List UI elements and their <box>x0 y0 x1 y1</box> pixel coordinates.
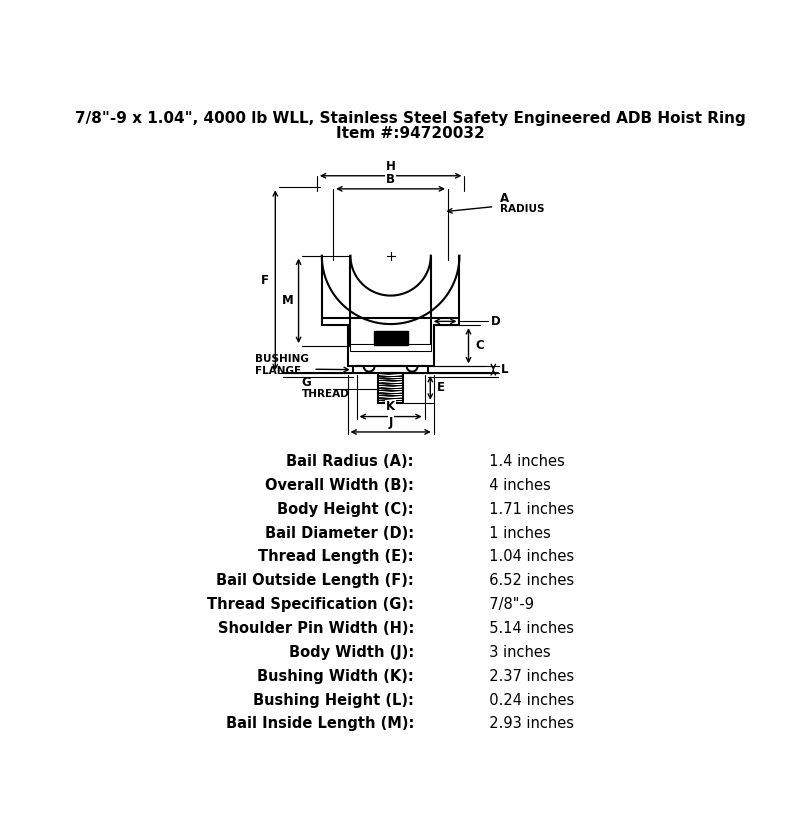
Text: FLANGE: FLANGE <box>255 366 301 376</box>
Text: J: J <box>389 416 393 429</box>
Text: F: F <box>261 273 269 287</box>
Text: 2.37 inches: 2.37 inches <box>480 669 574 684</box>
Text: K: K <box>386 401 395 414</box>
Text: Body Width (J):: Body Width (J): <box>289 645 414 660</box>
Text: 7/8"-9: 7/8"-9 <box>480 597 534 612</box>
Text: 4 inches: 4 inches <box>480 478 550 493</box>
Bar <box>350 345 430 351</box>
Text: G: G <box>302 376 311 389</box>
Text: M: M <box>282 294 294 307</box>
Text: Bail Radius (A):: Bail Radius (A): <box>286 454 414 469</box>
Text: THREAD: THREAD <box>302 389 350 399</box>
Text: Overall Width (B):: Overall Width (B): <box>265 478 414 493</box>
Text: 3 inches: 3 inches <box>480 645 550 660</box>
Text: 1.04 inches: 1.04 inches <box>480 549 574 564</box>
Text: Thread Length (E):: Thread Length (E): <box>258 549 414 564</box>
Text: 0.24 inches: 0.24 inches <box>480 692 574 708</box>
Text: E: E <box>437 381 445 395</box>
Text: Item #:94720032: Item #:94720032 <box>336 126 484 141</box>
Text: BUSHING: BUSHING <box>255 354 309 364</box>
Text: Bail Diameter (D):: Bail Diameter (D): <box>265 525 414 540</box>
Bar <box>374 332 408 345</box>
Text: C: C <box>475 339 484 352</box>
Text: Bushing Width (K):: Bushing Width (K): <box>257 669 414 684</box>
Text: 7/8"-9 x 1.04", 4000 lb WLL, Stainless Steel Safety Engineered ADB Hoist Ring: 7/8"-9 x 1.04", 4000 lb WLL, Stainless S… <box>74 111 746 125</box>
Text: D: D <box>490 315 500 328</box>
Text: 1.71 inches: 1.71 inches <box>480 502 574 517</box>
Text: 5.14 inches: 5.14 inches <box>480 621 574 636</box>
Text: B: B <box>386 173 395 186</box>
Text: Bail Inside Length (M):: Bail Inside Length (M): <box>226 716 414 731</box>
Text: 1.4 inches: 1.4 inches <box>480 454 565 469</box>
Text: Body Height (C):: Body Height (C): <box>278 502 414 517</box>
Text: Bail Outside Length (F):: Bail Outside Length (F): <box>216 573 414 588</box>
Text: 2.93 inches: 2.93 inches <box>480 716 574 731</box>
Text: Bushing Height (L):: Bushing Height (L): <box>253 692 414 708</box>
Text: L: L <box>501 363 508 376</box>
Text: Shoulder Pin Width (H):: Shoulder Pin Width (H): <box>218 621 414 636</box>
Text: 1 inches: 1 inches <box>480 525 550 540</box>
Text: Thread Specification (G):: Thread Specification (G): <box>207 597 414 612</box>
Text: H: H <box>386 160 395 173</box>
Text: RADIUS: RADIUS <box>500 204 545 214</box>
Text: 6.52 inches: 6.52 inches <box>480 573 574 588</box>
Text: A: A <box>500 192 509 204</box>
